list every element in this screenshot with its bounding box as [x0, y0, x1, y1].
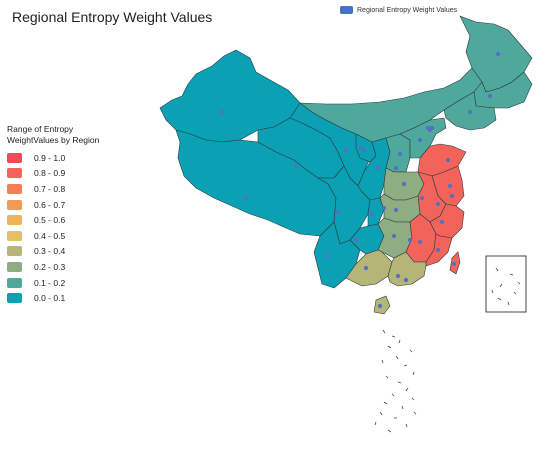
legend-item[interactable]: 0.2 - 0.3: [7, 259, 117, 275]
range-legend-title: Range of Entropy WeightValues by Region: [7, 124, 100, 145]
legend-item[interactable]: 0.5 - 0.6: [7, 212, 117, 228]
region-marker[interactable]: [219, 109, 225, 115]
region-marker[interactable]: [325, 253, 331, 259]
region-marker[interactable]: [401, 181, 407, 187]
region-shanxi[interactable]: [385, 133, 411, 173]
range-legend: Range of Entropy WeightValues by Region …: [7, 124, 117, 306]
region-marker[interactable]: [377, 303, 383, 309]
legend-item[interactable]: 0.7 - 0.8: [7, 181, 117, 197]
region-marker[interactable]: [445, 157, 451, 163]
region-marker[interactable]: [357, 145, 363, 151]
legend-item[interactable]: 0.9 - 1.0: [7, 150, 117, 166]
region-marker[interactable]: [343, 147, 349, 153]
legend-swatch: [7, 246, 22, 257]
region-marker[interactable]: [451, 261, 457, 267]
legend-label: 0.4 - 0.5: [34, 230, 66, 241]
region-marker[interactable]: [335, 209, 341, 215]
region-hainan[interactable]: [373, 295, 391, 315]
legend-swatch: [7, 199, 22, 210]
region-marker[interactable]: [417, 137, 423, 143]
region-marker[interactable]: [353, 237, 359, 243]
region-marker[interactable]: [435, 201, 441, 207]
legend-label: 0.6 - 0.7: [34, 199, 66, 210]
region-marker[interactable]: [397, 151, 403, 157]
region-marker[interactable]: [393, 165, 399, 171]
series-legend-swatch: [340, 6, 353, 14]
region-marker[interactable]: [487, 93, 493, 99]
legend-swatch: [7, 215, 22, 226]
region-marker[interactable]: [403, 277, 409, 283]
legend-swatch: [7, 168, 22, 179]
legend-label: 0.2 - 0.3: [34, 261, 66, 272]
region-marker[interactable]: [419, 195, 425, 201]
region-marker[interactable]: [393, 207, 399, 213]
legend-swatch: [7, 230, 22, 241]
region-marker[interactable]: [435, 247, 441, 253]
legend-item[interactable]: 0.1 - 0.2: [7, 275, 117, 291]
legend-swatch: [7, 152, 22, 163]
region-marker[interactable]: [363, 265, 369, 271]
region-marker[interactable]: [427, 127, 433, 133]
legend-label: 0.3 - 0.4: [34, 246, 66, 257]
region-marker[interactable]: [417, 239, 423, 245]
region-marker[interactable]: [447, 183, 453, 189]
region-marker[interactable]: [391, 233, 397, 239]
region-marker[interactable]: [449, 193, 455, 199]
region-marker[interactable]: [375, 165, 381, 171]
south-china-sea-inset: [485, 255, 527, 313]
legend-item[interactable]: 0.6 - 0.7: [7, 197, 117, 213]
legend-label: 0.1 - 0.2: [34, 277, 66, 288]
region-marker[interactable]: [495, 51, 501, 57]
region-marker[interactable]: [395, 273, 401, 279]
legend-swatch: [7, 183, 22, 194]
region-marker[interactable]: [369, 211, 375, 217]
legend-swatch: [7, 277, 22, 288]
region-marker[interactable]: [381, 205, 387, 211]
region-hebei[interactable]: [399, 117, 447, 159]
region-guangxi[interactable]: [345, 249, 393, 287]
legend-item[interactable]: 0.3 - 0.4: [7, 244, 117, 260]
legend-item[interactable]: 0.4 - 0.5: [7, 228, 117, 244]
legend-label: 0.5 - 0.6: [34, 215, 66, 226]
region-marker[interactable]: [407, 237, 413, 243]
south-china-sea-islands: [374, 329, 417, 433]
legend-label: 0.0 - 0.1: [34, 293, 66, 304]
region-marker[interactable]: [243, 195, 249, 201]
series-legend[interactable]: Regional Entropy Weight Values: [340, 6, 457, 14]
region-marker[interactable]: [439, 219, 445, 225]
legend-label: 0.8 - 0.9: [34, 168, 66, 179]
legend-swatch: [7, 261, 22, 272]
region-marker[interactable]: [361, 147, 367, 153]
legend-swatch: [7, 293, 22, 304]
region-marker[interactable]: [467, 109, 473, 115]
map-title: Regional Entropy Weight Values: [12, 9, 213, 25]
legend-label: 0.7 - 0.8: [34, 183, 66, 194]
series-legend-label: Regional Entropy Weight Values: [357, 6, 458, 14]
region-zhejiang[interactable]: [429, 203, 465, 239]
region-marker[interactable]: [293, 163, 299, 169]
legend-label: 0.9 - 1.0: [34, 152, 66, 163]
legend-item[interactable]: 0.0 - 0.1: [7, 290, 117, 306]
legend-item[interactable]: 0.8 - 0.9: [7, 166, 117, 182]
